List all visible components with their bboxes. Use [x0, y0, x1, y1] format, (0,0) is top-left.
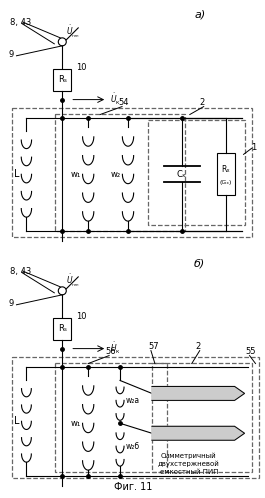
Text: а): а)	[194, 10, 205, 20]
Text: w₂б: w₂б	[126, 442, 140, 451]
Text: Симметричный
двухстержневой
емкостный ПИП: Симметричный двухстержневой емкостный ПИ…	[158, 452, 220, 476]
Text: 10: 10	[76, 63, 87, 72]
Bar	[152, 363, 251, 472]
Bar	[53, 69, 71, 91]
Text: $\dot{U}_{\rm к}$: $\dot{U}_{\rm к}$	[110, 92, 121, 107]
Text: $\dot{U}_{\rm к}$: $\dot{U}_{\rm к}$	[110, 341, 121, 356]
Text: 57: 57	[148, 342, 158, 351]
Text: L: L	[14, 169, 19, 179]
Text: (Gₓ): (Gₓ)	[219, 180, 232, 185]
Text: w₁: w₁	[71, 419, 81, 428]
Bar	[148, 120, 245, 225]
Text: w₁: w₁	[71, 170, 81, 179]
Text: w₂: w₂	[111, 170, 121, 179]
Bar	[12, 108, 251, 237]
Text: 10: 10	[76, 312, 87, 321]
Bar	[55, 363, 167, 472]
Text: 8, 43: 8, 43	[11, 267, 32, 276]
Text: Фиг. 11: Фиг. 11	[114, 482, 152, 492]
Text: 8, 43: 8, 43	[11, 18, 32, 27]
Text: w₂а: w₂а	[126, 396, 140, 405]
Bar	[55, 114, 185, 231]
Text: $\dot{U}_{_{\rm ген}}$: $\dot{U}_{_{\rm ген}}$	[66, 24, 80, 40]
Text: L: L	[14, 416, 19, 426]
Text: Cₓ: Cₓ	[177, 170, 187, 179]
Text: 54: 54	[118, 98, 129, 107]
Text: $\dot{U}_{_{\rm ген}}$: $\dot{U}_{_{\rm ген}}$	[66, 273, 80, 289]
Text: 55: 55	[246, 347, 256, 356]
Polygon shape	[152, 386, 245, 400]
Text: 9: 9	[8, 50, 14, 59]
Text: б): б)	[194, 259, 205, 269]
Bar	[12, 357, 259, 478]
Text: Rₓ: Rₓ	[221, 165, 230, 174]
Text: 9: 9	[8, 299, 14, 308]
Text: 1: 1	[251, 143, 257, 152]
Text: 2: 2	[196, 342, 201, 351]
Text: 56: 56	[105, 347, 116, 356]
Bar	[217, 153, 235, 195]
Text: 2: 2	[200, 98, 205, 107]
Bar	[53, 318, 71, 340]
Text: Rₛ: Rₛ	[58, 75, 67, 84]
Polygon shape	[152, 426, 245, 440]
Text: Rₛ: Rₛ	[58, 324, 67, 333]
